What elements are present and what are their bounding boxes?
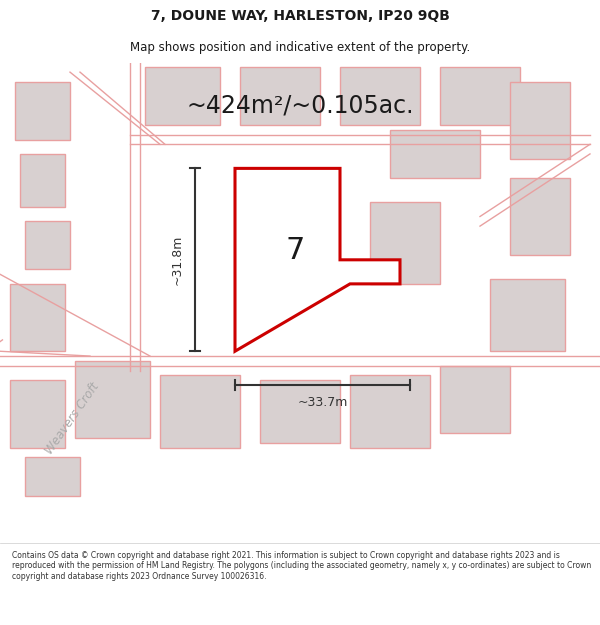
Polygon shape	[25, 221, 70, 269]
Text: Contains OS data © Crown copyright and database right 2021. This information is : Contains OS data © Crown copyright and d…	[12, 551, 591, 581]
Text: Weavers Croft: Weavers Croft	[43, 381, 101, 457]
Polygon shape	[510, 178, 570, 255]
Text: ~424m²/~0.105ac.: ~424m²/~0.105ac.	[186, 94, 414, 118]
Text: ~33.7m: ~33.7m	[298, 396, 347, 409]
Polygon shape	[15, 82, 70, 139]
Polygon shape	[350, 375, 430, 448]
Polygon shape	[25, 457, 80, 496]
Polygon shape	[240, 68, 320, 125]
Text: ~31.8m: ~31.8m	[170, 234, 184, 285]
Polygon shape	[490, 279, 565, 351]
Polygon shape	[510, 82, 570, 159]
Polygon shape	[235, 168, 400, 351]
Text: 7, DOUNE WAY, HARLESTON, IP20 9QB: 7, DOUNE WAY, HARLESTON, IP20 9QB	[151, 9, 449, 23]
Polygon shape	[440, 68, 520, 125]
Polygon shape	[20, 154, 65, 207]
Polygon shape	[370, 202, 440, 284]
Polygon shape	[440, 366, 510, 433]
Polygon shape	[260, 380, 340, 442]
Polygon shape	[10, 380, 65, 448]
Text: 7: 7	[286, 236, 305, 265]
Polygon shape	[390, 130, 480, 178]
Text: Map shows position and indicative extent of the property.: Map shows position and indicative extent…	[130, 41, 470, 54]
Polygon shape	[160, 375, 240, 448]
Polygon shape	[145, 68, 220, 125]
Polygon shape	[340, 68, 420, 125]
Polygon shape	[10, 284, 65, 351]
Polygon shape	[75, 361, 150, 438]
